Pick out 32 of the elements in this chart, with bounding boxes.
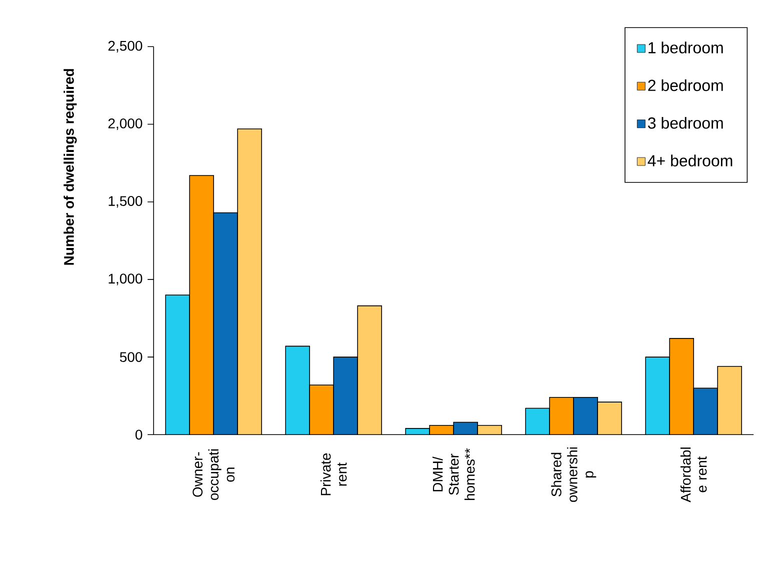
bar (574, 397, 598, 435)
y-axis-title: Number of dwellings required (64, 69, 77, 265)
bar (166, 294, 190, 435)
y-tick-label: 0 (136, 430, 142, 440)
bar (238, 128, 262, 435)
bar (598, 402, 622, 435)
x-tick-label: DMH/ Starter homes** (432, 448, 475, 500)
bar (693, 388, 718, 435)
y-tick-label: 1,000 (108, 274, 142, 286)
x-tick-label: Private rent (320, 453, 347, 496)
legend-label: 2 bedroom (648, 79, 723, 92)
legend-label: 3 bedroom (648, 116, 723, 129)
x-tick-label: Owner- occupati on (192, 449, 235, 500)
y-tick-label: 2,500 (108, 40, 142, 52)
bar (669, 338, 694, 435)
bar (190, 175, 214, 435)
bar (214, 212, 238, 435)
bar (286, 346, 310, 435)
bar (717, 366, 742, 435)
x-tick-label: Affordabl e rent (680, 448, 707, 502)
bar (310, 384, 334, 435)
legend-label: 4+ bedroom (648, 154, 732, 166)
bar (645, 356, 670, 435)
x-tick-label: Shared ownershi p (551, 447, 596, 502)
bar (550, 397, 574, 435)
bar (358, 306, 382, 435)
y-tick-label: 1,500 (108, 196, 142, 208)
y-tick-label: 500 (120, 352, 142, 362)
y-tick-label: 2,000 (108, 118, 142, 130)
bar (526, 408, 550, 435)
bar (334, 357, 358, 435)
legend-label: 1 bedroom (648, 42, 723, 54)
